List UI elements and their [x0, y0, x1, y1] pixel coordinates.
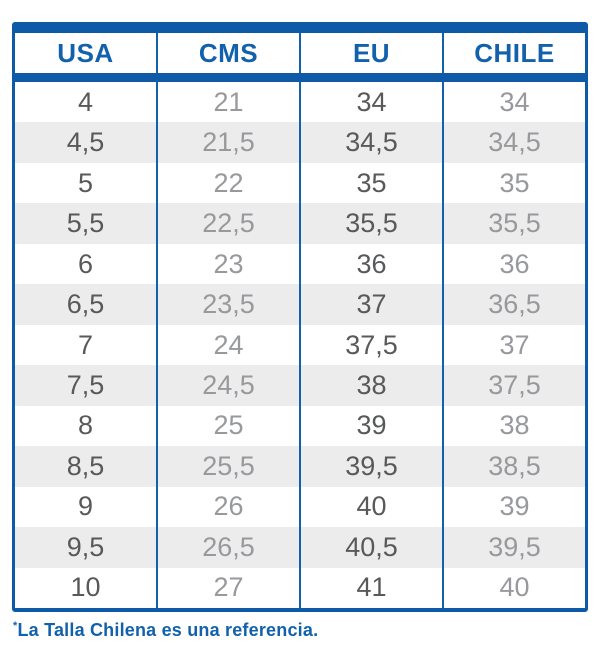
cell-usa: 5,5	[15, 203, 158, 244]
cell-eu: 39,5	[301, 446, 444, 487]
column-header-cms: CMS	[158, 33, 301, 73]
cell-usa: 4,5	[15, 122, 158, 163]
table-row: 10 27 41 40	[15, 567, 585, 609]
cell-cms: 21,5	[158, 122, 301, 163]
cell-chile: 39,5	[488, 531, 541, 562]
cell-chile: 40	[499, 572, 530, 603]
shoe-size-conversion-table: USA CMS EU CHILE 4 21 34 34 4,5 21,5 34,…	[12, 22, 588, 612]
cell-eu: 35	[301, 162, 444, 204]
cell-chile: 36,5	[488, 289, 541, 320]
cell-cms: 21	[158, 82, 301, 123]
cell-chile: 35,5	[488, 208, 541, 239]
table-row: 9 26 40 39	[15, 486, 585, 528]
cell-eu: 41	[301, 567, 444, 609]
cell-cms: 26	[158, 486, 301, 528]
cell-cms: 23	[158, 243, 301, 285]
table-row: 6,5 23,5 37 36,5	[15, 284, 585, 325]
cell-cms: 24,5	[158, 365, 301, 406]
cell-cms: 25,5	[158, 446, 301, 487]
footnote-text: La Talla Chilena es una referencia.	[17, 620, 319, 640]
cell-chile: 34	[499, 86, 530, 117]
footnote-asterisk: *	[13, 620, 18, 632]
cell-usa: 6,5	[15, 284, 158, 325]
cell-usa: 9	[15, 486, 158, 528]
cell-eu: 34	[301, 82, 444, 123]
column-header-usa: USA	[15, 33, 158, 73]
cell-chile: 37,5	[488, 370, 541, 401]
cell-usa: 8	[15, 405, 158, 447]
table-row: 4 21 34 34	[15, 82, 585, 123]
cell-cms: 24	[158, 324, 301, 366]
cell-eu: 34,5	[301, 122, 444, 163]
cell-eu: 35,5	[301, 203, 444, 244]
cell-eu: 37	[301, 284, 444, 325]
cell-usa: 4	[15, 82, 158, 123]
cell-cms: 26,5	[158, 527, 301, 568]
cell-chile: 34,5	[488, 127, 541, 158]
cell-usa: 7,5	[15, 365, 158, 406]
cell-usa: 6	[15, 243, 158, 285]
cell-chile: 37	[499, 329, 530, 360]
cell-chile: 36	[499, 248, 530, 279]
table-body: 4 21 34 34 4,5 21,5 34,5 34,5 5 22 35 35…	[15, 82, 585, 609]
table-row: 5 22 35 35	[15, 162, 585, 204]
cell-eu: 37,5	[301, 324, 444, 366]
cell-cms: 22,5	[158, 203, 301, 244]
cell-usa: 5	[15, 162, 158, 204]
table-row: 6 23 36 36	[15, 243, 585, 285]
table-row: 5,5 22,5 35,5 35,5	[15, 203, 585, 244]
cell-eu: 39	[301, 405, 444, 447]
cell-cms: 22	[158, 162, 301, 204]
cell-chile: 38,5	[488, 450, 541, 481]
cell-chile: 38	[499, 410, 530, 441]
size-reference-footnote: *La Talla Chilena es una referencia.	[13, 620, 318, 641]
table-row: 7,5 24,5 38 37,5	[15, 365, 585, 406]
cell-eu: 40	[301, 486, 444, 528]
table-row: 9,5 26,5 40,5 39,5	[15, 527, 585, 568]
table-row: 4,5 21,5 34,5 34,5	[15, 122, 585, 163]
table-row: 7 24 37,5 37	[15, 324, 585, 366]
cell-usa: 8,5	[15, 446, 158, 487]
cell-chile: 35	[499, 167, 530, 198]
table-header-row: USA CMS EU CHILE	[15, 33, 585, 82]
column-header-eu: EU	[301, 33, 444, 73]
table-row: 8 25 39 38	[15, 405, 585, 447]
cell-cms: 23,5	[158, 284, 301, 325]
cell-usa: 10	[15, 567, 158, 609]
cell-eu: 36	[301, 243, 444, 285]
column-header-chile: CHILE	[474, 37, 555, 68]
table-row: 8,5 25,5 39,5 38,5	[15, 446, 585, 487]
cell-eu: 38	[301, 365, 444, 406]
cell-usa: 7	[15, 324, 158, 366]
cell-usa: 9,5	[15, 527, 158, 568]
cell-eu: 40,5	[301, 527, 444, 568]
cell-cms: 25	[158, 405, 301, 447]
cell-chile: 39	[499, 491, 530, 522]
cell-cms: 27	[158, 567, 301, 609]
